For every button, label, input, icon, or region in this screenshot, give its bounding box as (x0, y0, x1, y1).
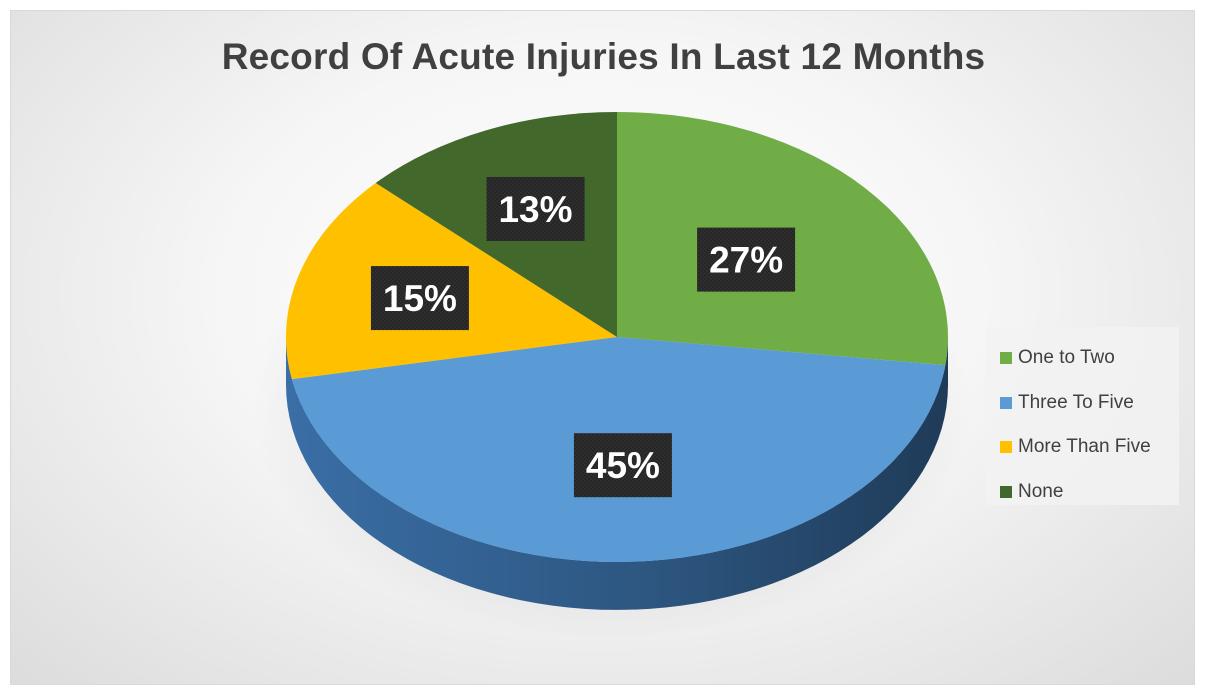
legend-label: One to Two (1018, 347, 1115, 369)
data-label-box (697, 227, 796, 292)
data-label: 27% (709, 240, 783, 281)
legend-item-more-than-five: More Than Five (986, 425, 1179, 470)
legend-swatch (1000, 352, 1012, 365)
legend-swatch (1000, 441, 1012, 454)
legend-item-three-to-five: Three To Five (986, 381, 1179, 426)
pie-side-wall (286, 337, 948, 610)
data-label-box (486, 176, 585, 241)
data-label: 13% (498, 189, 572, 230)
data-label-box (370, 266, 469, 331)
legend-item-one-to-two: One to Two (986, 336, 1179, 381)
legend-label: Three To Five (1018, 391, 1134, 413)
data-label: 15% (383, 278, 457, 319)
legend-item-none: None (986, 470, 1179, 515)
legend-label: More Than Five (1018, 436, 1151, 458)
legend-swatch (1000, 485, 1012, 498)
chart-title: Record Of Acute Injuries In Last 12 Mont… (221, 36, 986, 77)
data-label: 45% (586, 445, 660, 486)
legend-label: None (1018, 480, 1064, 502)
chart-legend: One to Two Three To Five More Than Five … (986, 327, 1179, 505)
data-label-box (573, 433, 672, 498)
legend-swatch (1000, 396, 1012, 409)
